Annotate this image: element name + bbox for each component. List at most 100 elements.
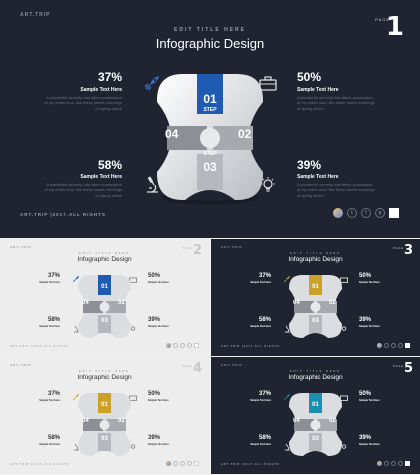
edit-title: EDIT TITLE HERE <box>290 370 341 373</box>
pinterest-icon[interactable] <box>187 461 192 466</box>
step-04-number: 04 <box>82 300 89 306</box>
avatar[interactable] <box>333 208 343 218</box>
stat-bottom-left: 58% <box>258 435 271 441</box>
slide-thumb-4[interactable]: ART.TRIP PAGE 4 EDIT TITLE HERE Infograp… <box>0 357 209 474</box>
page-number: 5 <box>403 361 413 376</box>
sample-title-tr: Sample Text Here <box>359 281 380 284</box>
square-button[interactable] <box>405 343 410 348</box>
stat-bottom-left: 58% <box>97 158 122 172</box>
avatar[interactable] <box>166 461 171 466</box>
step-diagram <box>289 275 342 338</box>
step-03-number: 03 <box>101 436 108 442</box>
square-button[interactable] <box>389 208 399 218</box>
sample-title-br: Sample Text Here <box>359 325 380 328</box>
pinterest-icon[interactable] <box>398 343 403 348</box>
slide-thumb-5[interactable]: ART.TRIP PAGE 5 EDIT TITLE HERE Infograp… <box>211 357 420 474</box>
step-04-number: 04 <box>293 418 300 424</box>
avatar[interactable] <box>166 343 171 348</box>
step-diagram <box>78 393 131 456</box>
sample-title-tr: Sample Text Here <box>148 281 169 284</box>
facebook-icon[interactable]: f <box>361 208 371 218</box>
sample-title-tl: Sample Text Here <box>250 281 271 284</box>
twitter-icon[interactable] <box>384 461 389 466</box>
slide-thumb-2[interactable]: ART.TRIP PAGE 2 EDIT TITLE HERE Infograp… <box>0 239 209 356</box>
square-button[interactable] <box>194 461 199 466</box>
pinterest-icon[interactable] <box>187 343 192 348</box>
avatar[interactable] <box>377 461 382 466</box>
pinterest-icon[interactable]: p <box>375 208 385 218</box>
slide-main[interactable]: ART.TRIP PAGE 1 EDIT TITLE HERE Infograp… <box>0 0 420 238</box>
sample-title-tl: Sample Text Here <box>39 399 60 402</box>
step-03-number: 03 <box>101 318 108 324</box>
avatar[interactable] <box>377 343 382 348</box>
step-01-tab <box>197 74 223 114</box>
square-button[interactable] <box>194 343 199 348</box>
facebook-icon[interactable] <box>180 343 185 348</box>
sample-title-tr: Sample Text Here <box>359 399 380 402</box>
stat-bottom-right: 39% <box>359 435 372 441</box>
twitter-icon[interactable] <box>173 343 178 348</box>
step-03-label: STEP <box>203 151 217 157</box>
pinterest-icon[interactable] <box>398 461 403 466</box>
microscope-icon <box>73 325 79 333</box>
lightbulb-icon <box>130 444 136 449</box>
sample-desc-tr: A wonderful serenity has taken possessio… <box>297 95 375 111</box>
microscope-icon <box>284 443 290 451</box>
twitter-icon[interactable] <box>384 343 389 348</box>
step-01-number: 01 <box>203 92 217 106</box>
briefcase-icon <box>259 76 277 91</box>
sample-title-br: Sample Text Here <box>148 325 169 328</box>
sample-title-tl: Sample Text Here <box>80 87 122 93</box>
stat-bottom-right: 39% <box>148 435 161 441</box>
step-01-number: 01 <box>101 284 108 290</box>
stat-bottom-left: 58% <box>47 317 60 323</box>
sample-title-bl: Sample Text Here <box>250 325 271 328</box>
brand-label: ART.TRIP <box>221 363 243 367</box>
sample-title-tl: Sample Text Here <box>39 281 60 284</box>
slide-thumb-3[interactable]: ART.TRIP PAGE 3 EDIT TITLE HERE Infograp… <box>211 239 420 356</box>
facebook-icon[interactable] <box>391 461 396 466</box>
page-label: PAGE <box>182 365 193 368</box>
twitter-icon[interactable]: t <box>347 208 357 218</box>
step-01-number: 01 <box>312 402 319 408</box>
stat-top-left: 37% <box>47 391 60 397</box>
rocket-icon <box>144 76 159 91</box>
facebook-icon[interactable] <box>391 343 396 348</box>
footer-text: ART.TRIP |2017.ALL RIGHTS <box>221 345 280 348</box>
stat-bottom-left: 58% <box>47 435 60 441</box>
brand-label: ART.TRIP <box>10 245 32 249</box>
sample-title-tl: Sample Text Here <box>250 399 271 402</box>
stat-bottom-left: 58% <box>258 317 271 323</box>
brand-label: ART.TRIP <box>20 12 51 18</box>
footer-text: ART.TRIP |2017.ALL RIGHTS <box>10 463 69 466</box>
brand-label: ART.TRIP <box>10 363 32 367</box>
step-diagram <box>78 275 131 338</box>
edit-title: EDIT TITLE HERE <box>290 252 341 255</box>
stat-bottom-right: 39% <box>297 158 322 172</box>
step-02-number: 02 <box>329 418 336 424</box>
edit-title: EDIT TITLE HERE <box>174 27 246 33</box>
footer-text: ART.TRIP |2017.ALL RIGHTS <box>221 463 280 466</box>
step-02-number: 02 <box>118 418 125 424</box>
twitter-icon[interactable] <box>173 461 178 466</box>
rocket-icon <box>73 393 80 400</box>
page-label: PAGE <box>375 17 390 22</box>
step-01-number: 01 <box>101 402 108 408</box>
facebook-icon[interactable] <box>180 461 185 466</box>
page-number: 3 <box>403 243 413 258</box>
step-04-number: 04 <box>82 418 89 424</box>
sample-title-bl: Sample Text Here <box>80 174 122 180</box>
stat-top-left: 37% <box>258 273 271 279</box>
step-01-label: STEP <box>203 107 217 113</box>
square-button[interactable] <box>405 461 410 466</box>
page-title: Infographic Design <box>155 36 265 51</box>
step-03-number: 03 <box>312 436 319 442</box>
page-label: PAGE <box>393 247 404 250</box>
page-title: Infographic Design <box>77 374 132 381</box>
sample-title-bl: Sample Text Here <box>39 325 60 328</box>
step-diagram <box>157 74 263 205</box>
microscope-icon <box>284 325 290 333</box>
stat-top-right: 50% <box>148 273 161 279</box>
stat-top-right: 50% <box>297 70 322 84</box>
sample-desc-bl: A wonderful serenity has taken possessio… <box>44 182 122 198</box>
